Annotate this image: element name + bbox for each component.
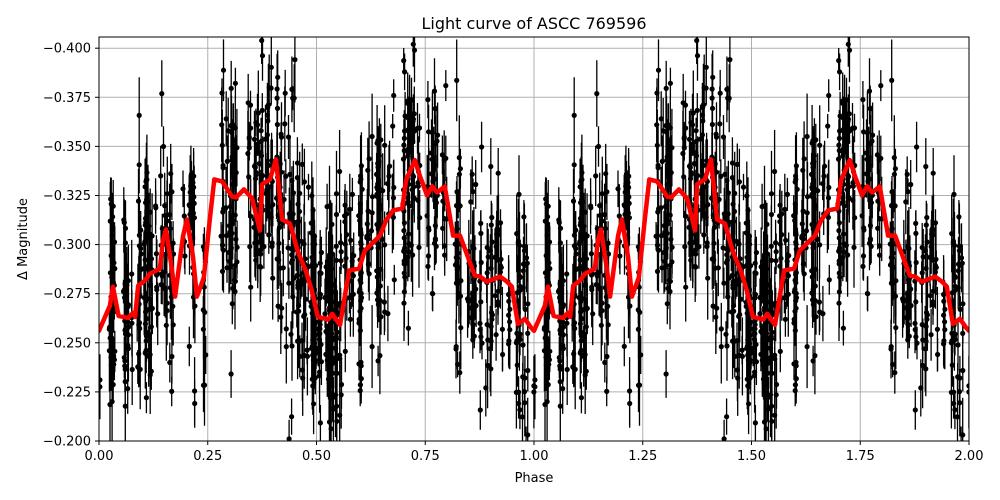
- x-tick-label: 1.25: [628, 449, 657, 464]
- x-tick-label: 0.50: [302, 449, 331, 464]
- y-tick-label: −0.400: [43, 42, 91, 57]
- x-axis-label: Phase: [515, 471, 554, 486]
- y-tick-label: −0.375: [43, 91, 91, 106]
- chart-title: Light curve of ASCC 769596: [421, 14, 646, 33]
- y-tick-label: −0.200: [43, 435, 91, 450]
- y-tick-label: −0.250: [43, 336, 91, 351]
- x-tick-label: 0.75: [411, 449, 440, 464]
- y-tick-label: −0.325: [43, 189, 91, 204]
- x-tick-label: 1.50: [737, 449, 766, 464]
- x-tick-label: 1.00: [520, 449, 549, 464]
- x-tick-label: 0.25: [193, 449, 222, 464]
- y-axis-label: Δ Magnitude: [16, 198, 31, 280]
- x-tick-label: 0.00: [85, 449, 114, 464]
- x-tick-label: 2.00: [955, 449, 984, 464]
- y-axis-ticks: −0.400 −0.375 −0.350 −0.325 −0.300 −0.275 −0.2…: [43, 42, 99, 450]
- model-curve: [99, 157, 969, 334]
- x-tick-label: 1.75: [846, 449, 875, 464]
- y-tick-label: −0.300: [43, 238, 91, 253]
- y-tick-label: −0.350: [43, 140, 91, 155]
- x-axis-ticks: 0.00 0.25 0.50 0.75 1.00 1.25 1.50 1.75 2.00: [85, 441, 984, 464]
- y-tick-label: −0.225: [43, 385, 91, 400]
- y-tick-label: −0.275: [43, 287, 91, 302]
